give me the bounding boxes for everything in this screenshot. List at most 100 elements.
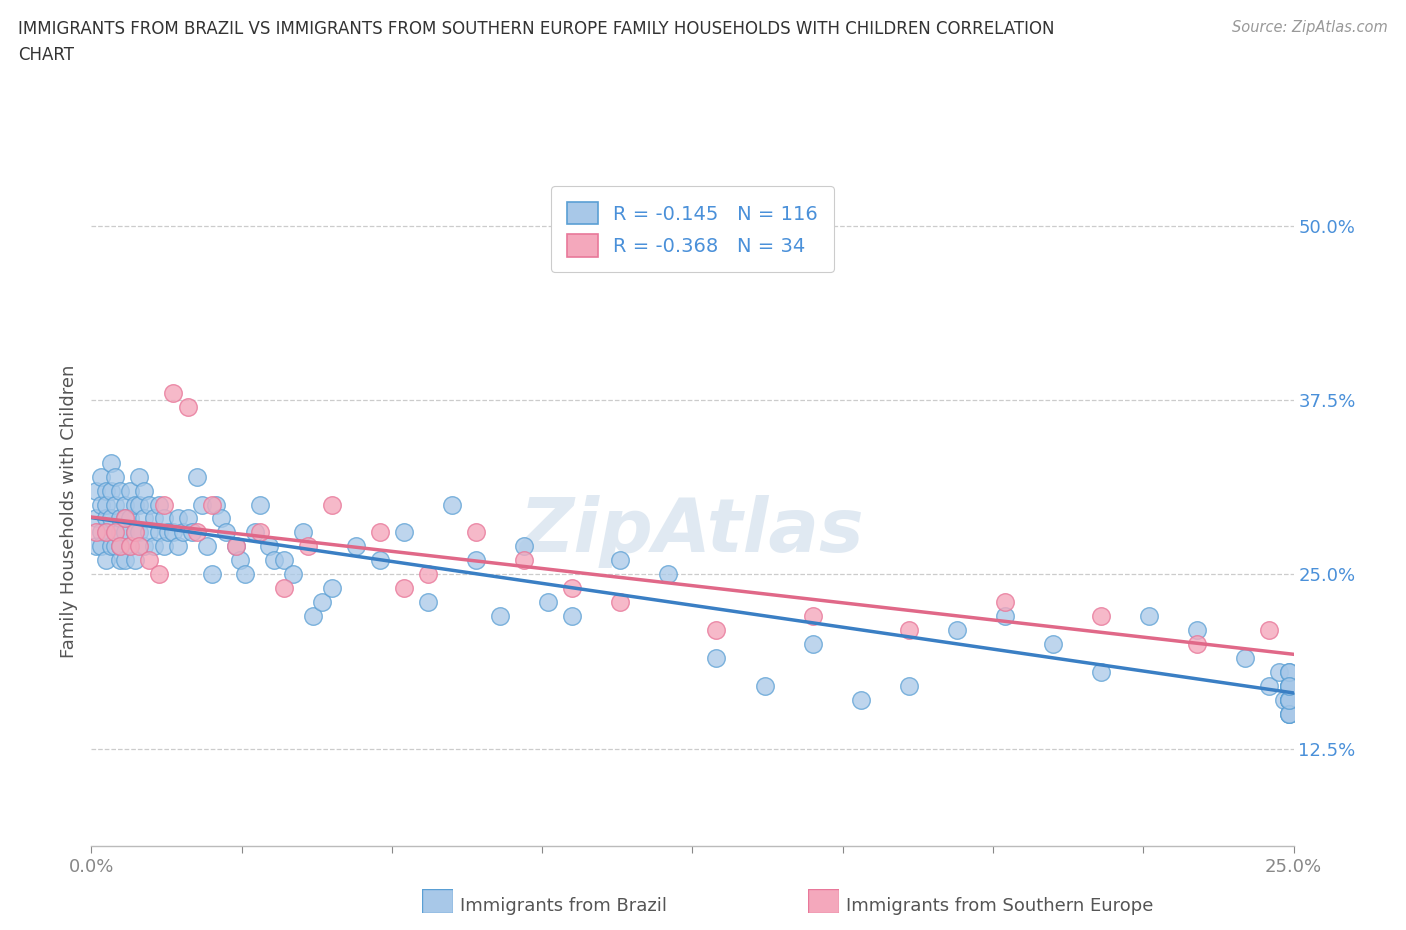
- Point: [994, 595, 1017, 610]
- Point: [392, 581, 415, 596]
- Point: [157, 525, 180, 540]
- Point: [148, 567, 170, 582]
- Y-axis label: Family Households with Children: Family Households with Children: [59, 365, 77, 658]
- Point: [124, 525, 146, 540]
- Point: [1187, 637, 1209, 652]
- Point: [897, 679, 920, 694]
- Point: [124, 525, 146, 540]
- Point: [94, 498, 117, 512]
- Point: [344, 539, 367, 554]
- Point: [311, 595, 333, 610]
- Point: [1278, 679, 1301, 694]
- Point: [1278, 707, 1301, 722]
- Point: [128, 498, 150, 512]
- Point: [114, 512, 136, 526]
- Point: [162, 525, 184, 540]
- Point: [321, 581, 343, 596]
- Point: [1042, 637, 1064, 652]
- Point: [273, 581, 295, 596]
- Point: [110, 525, 132, 540]
- Point: [114, 525, 136, 540]
- Point: [1090, 665, 1112, 680]
- Point: [118, 512, 141, 526]
- Point: [100, 512, 122, 526]
- Point: [84, 512, 107, 526]
- Point: [225, 539, 247, 554]
- Point: [1272, 693, 1295, 708]
- Point: [84, 525, 107, 540]
- Point: [416, 595, 439, 610]
- Point: [176, 400, 198, 415]
- Point: [243, 525, 266, 540]
- Point: [609, 595, 631, 610]
- Point: [90, 470, 112, 485]
- Point: [609, 553, 631, 568]
- Point: [513, 539, 536, 554]
- Point: [249, 525, 271, 540]
- Point: [706, 651, 728, 666]
- Point: [176, 512, 198, 526]
- Point: [849, 693, 872, 708]
- Point: [1278, 693, 1301, 708]
- Point: [291, 525, 314, 540]
- Point: [110, 553, 132, 568]
- Point: [301, 609, 323, 624]
- Point: [537, 595, 560, 610]
- Point: [215, 525, 238, 540]
- Point: [172, 525, 194, 540]
- Point: [489, 609, 512, 624]
- Legend: R = -0.145   N = 116, R = -0.368   N = 34: R = -0.145 N = 116, R = -0.368 N = 34: [551, 186, 834, 272]
- Point: [225, 539, 247, 554]
- Point: [114, 553, 136, 568]
- Point: [283, 567, 305, 582]
- Point: [94, 525, 117, 540]
- Point: [134, 484, 156, 498]
- Point: [118, 539, 141, 554]
- Point: [128, 525, 150, 540]
- Point: [229, 553, 252, 568]
- Point: [1278, 679, 1301, 694]
- Point: [90, 498, 112, 512]
- Text: Source: ZipAtlas.com: Source: ZipAtlas.com: [1232, 20, 1388, 35]
- Point: [100, 539, 122, 554]
- Point: [128, 470, 150, 485]
- Point: [128, 539, 150, 554]
- Point: [94, 525, 117, 540]
- Point: [148, 525, 170, 540]
- Point: [263, 553, 285, 568]
- Point: [561, 581, 583, 596]
- Point: [1278, 693, 1301, 708]
- Point: [368, 525, 391, 540]
- Text: IMMIGRANTS FROM BRAZIL VS IMMIGRANTS FROM SOUTHERN EUROPE FAMILY HOUSEHOLDS WITH: IMMIGRANTS FROM BRAZIL VS IMMIGRANTS FRO…: [18, 20, 1054, 38]
- Point: [152, 498, 174, 512]
- Point: [104, 525, 127, 540]
- Point: [167, 512, 190, 526]
- Point: [1258, 623, 1281, 638]
- Text: Immigrants from Southern Europe: Immigrants from Southern Europe: [846, 897, 1154, 915]
- Point: [513, 553, 536, 568]
- Point: [186, 470, 208, 485]
- Point: [94, 484, 117, 498]
- Point: [297, 539, 319, 554]
- Point: [465, 525, 488, 540]
- Point: [1278, 679, 1301, 694]
- Point: [392, 525, 415, 540]
- Point: [104, 498, 127, 512]
- Point: [195, 539, 218, 554]
- Point: [1278, 665, 1301, 680]
- Text: Immigrants from Brazil: Immigrants from Brazil: [460, 897, 666, 915]
- Point: [142, 512, 165, 526]
- Point: [138, 498, 160, 512]
- Point: [110, 539, 132, 554]
- Point: [561, 609, 583, 624]
- Point: [110, 512, 132, 526]
- Point: [201, 498, 224, 512]
- Point: [118, 484, 141, 498]
- Point: [181, 525, 204, 540]
- Point: [1278, 665, 1301, 680]
- Point: [90, 539, 112, 554]
- Point: [118, 539, 141, 554]
- Point: [94, 553, 117, 568]
- Point: [94, 512, 117, 526]
- Point: [1234, 651, 1257, 666]
